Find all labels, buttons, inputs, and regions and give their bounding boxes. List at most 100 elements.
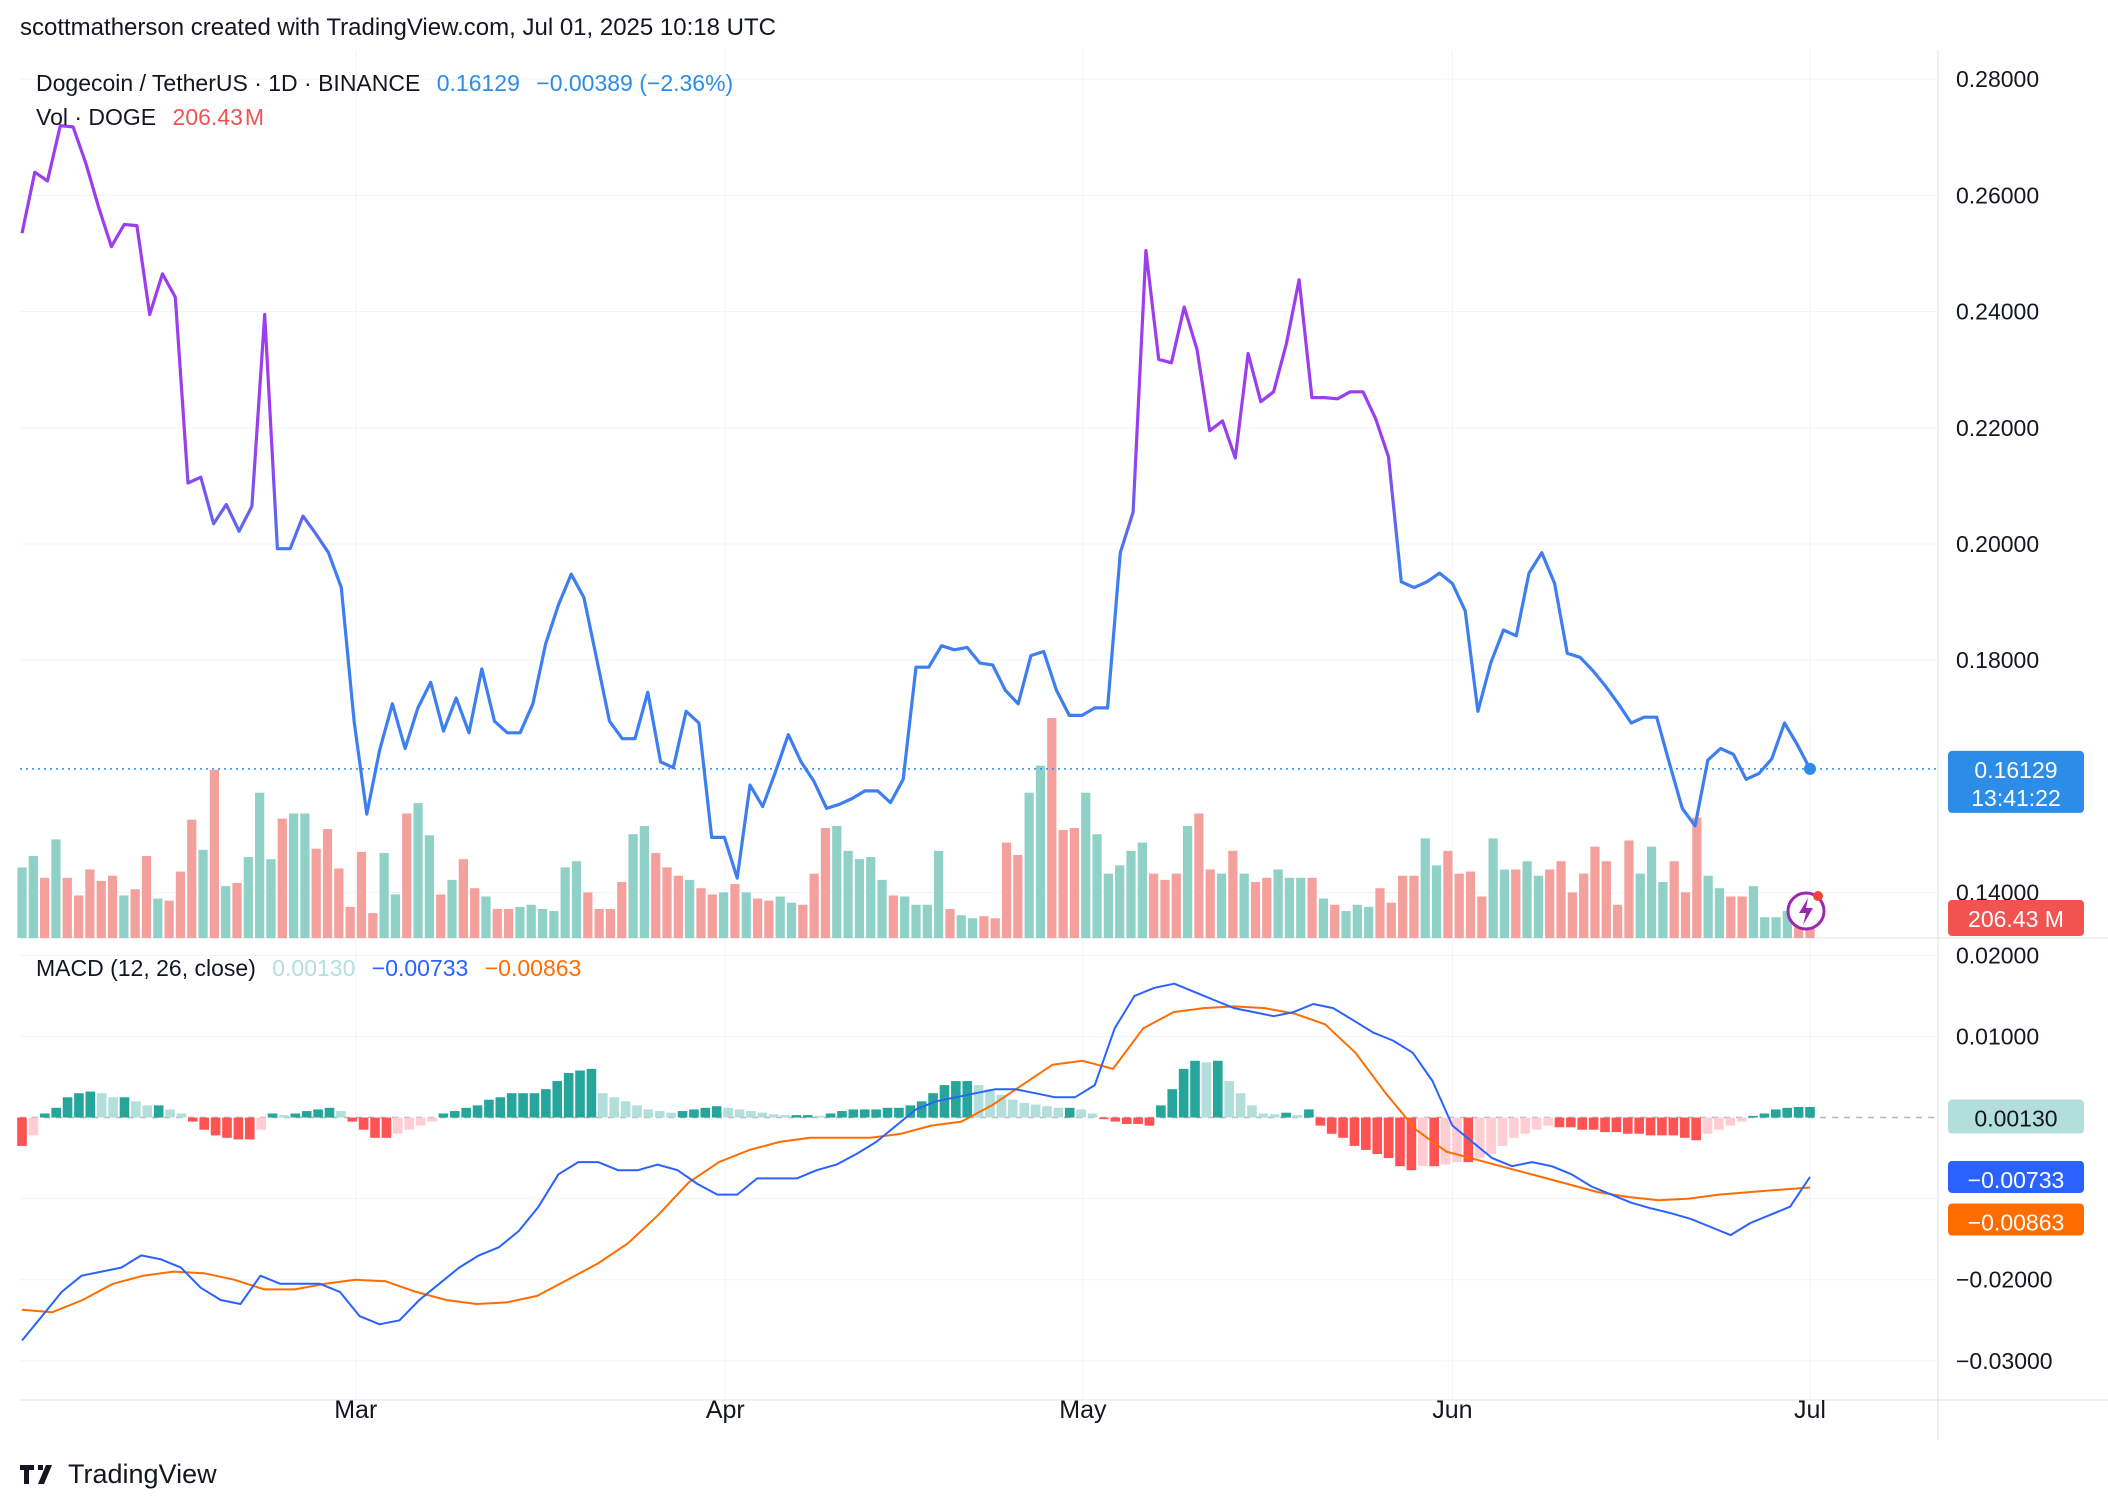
volume-bar — [1239, 873, 1249, 938]
macd-histogram-bar — [85, 1091, 96, 1118]
macd-histogram-bar — [734, 1109, 745, 1118]
macd-histogram-bar — [1634, 1117, 1644, 1134]
volume-bar — [1420, 838, 1430, 938]
macd-histogram-bar — [1326, 1117, 1337, 1134]
macd-histogram-bar — [552, 1081, 563, 1118]
macd-histogram-bar — [324, 1107, 335, 1118]
volume-bar — [945, 908, 955, 938]
volume-bar — [266, 859, 276, 938]
macd-histogram-bar — [1771, 1109, 1781, 1118]
macd-histogram-bar — [711, 1106, 722, 1118]
volume-bar — [549, 911, 559, 938]
volume-bar — [1760, 917, 1770, 938]
macd-histogram-bar — [39, 1113, 50, 1118]
volume-bar — [1692, 817, 1702, 938]
volume-bar — [854, 859, 865, 938]
volume-bar — [1658, 881, 1668, 938]
volume-legend: Vol · DOGE 206.43M — [36, 104, 274, 131]
macd-histogram-bar — [837, 1111, 847, 1118]
volume-bar — [413, 803, 423, 938]
macd-histogram-bar — [882, 1107, 893, 1118]
macd-histogram-bar — [894, 1107, 904, 1118]
macd-badge: −0.00733 — [1948, 1160, 2084, 1193]
macd-histogram-bar — [1042, 1106, 1052, 1118]
macd-histogram-bar — [814, 1115, 825, 1118]
macd-histogram-bar — [757, 1112, 768, 1118]
signal-badge-text: −0.00863 — [1968, 1210, 2065, 1236]
macd-histogram-bar — [1315, 1117, 1326, 1126]
macd-histogram-bar — [962, 1081, 973, 1118]
volume-bar — [662, 867, 672, 938]
volume-bar — [990, 918, 1000, 938]
volume-bar — [221, 886, 231, 938]
volume-bar — [900, 896, 910, 938]
volume-bar — [1364, 906, 1374, 938]
macd-histogram-bar — [951, 1081, 961, 1118]
macd-histogram-bar — [1793, 1106, 1804, 1118]
volume-bar — [1182, 825, 1193, 938]
macd-histogram-bar — [1566, 1117, 1576, 1128]
volume-bar — [1624, 840, 1634, 938]
volume-bar — [322, 829, 333, 938]
volume-bar — [1488, 838, 1498, 938]
macd-histogram-bar — [267, 1113, 278, 1118]
volume-bar — [243, 857, 253, 938]
macd-histogram-bar — [1144, 1117, 1155, 1126]
volume-bar — [255, 792, 265, 938]
volume-bar — [605, 908, 616, 938]
macd-histogram-bar — [301, 1111, 312, 1118]
volume-bar — [786, 902, 797, 938]
last-price: 0.16129 — [436, 70, 520, 96]
macd-histogram-bar — [1759, 1113, 1770, 1118]
macd-histogram-bar — [381, 1117, 392, 1138]
volume-bar — [1216, 873, 1227, 938]
volume-bar — [1782, 911, 1792, 938]
volume-bar — [1284, 877, 1295, 938]
volume-bar — [503, 908, 514, 938]
volume-bar — [1092, 834, 1102, 938]
macd-histogram-bar — [1702, 1117, 1713, 1134]
volume-bar — [628, 834, 638, 938]
volume-bar — [1511, 869, 1521, 938]
macd-histogram-bar — [62, 1097, 73, 1118]
macd-histogram-bar — [1269, 1114, 1280, 1118]
volume-bar — [232, 883, 242, 938]
volume-bar — [1409, 875, 1419, 938]
macd-histogram-bar — [1668, 1117, 1679, 1136]
macd-histogram-bar — [1361, 1117, 1371, 1150]
volume-bar — [1726, 896, 1736, 938]
macd-tick-label: 0.02000 — [1956, 942, 2039, 968]
attribution-header: scottmatherson created with TradingView.… — [20, 14, 776, 41]
macd-histogram-bar — [1064, 1107, 1075, 1118]
volume-bar — [922, 904, 932, 938]
volume-bar — [1330, 904, 1340, 938]
volume-bar — [356, 851, 367, 938]
volume-bar — [141, 856, 152, 938]
time-tick-label: Jun — [1432, 1396, 1472, 1424]
macd-histogram-bar — [746, 1111, 756, 1118]
macd-histogram-bar — [188, 1117, 198, 1122]
macd-histogram-bar — [347, 1117, 358, 1122]
volume-bar — [1273, 869, 1283, 938]
macd-histogram-bar — [1087, 1113, 1098, 1118]
macd-histogram-bar — [370, 1117, 380, 1138]
macd-histogram-bar — [1406, 1117, 1417, 1171]
volume-bar — [28, 856, 38, 938]
macd-histogram-bar — [529, 1093, 540, 1118]
volume-bar — [1567, 892, 1577, 938]
macd-tick-label: −0.02000 — [1956, 1267, 2053, 1293]
macd-histogram-bar — [1338, 1117, 1348, 1138]
macd-histogram-bar — [700, 1107, 711, 1118]
macd-histogram-bar — [1292, 1115, 1303, 1118]
macd-histogram-bar — [28, 1117, 39, 1136]
macd-histogram-bar — [1600, 1117, 1610, 1133]
price-badge-text: 13:41:22 — [1971, 785, 2061, 811]
volume-bars — [17, 718, 1815, 938]
time-tick-label: Jul — [1794, 1396, 1826, 1424]
macd-tick-label: −0.03000 — [1956, 1348, 2053, 1374]
volume-bar — [334, 868, 344, 938]
macd-histogram-bar — [825, 1113, 836, 1118]
macd-histogram — [17, 1060, 1938, 1171]
